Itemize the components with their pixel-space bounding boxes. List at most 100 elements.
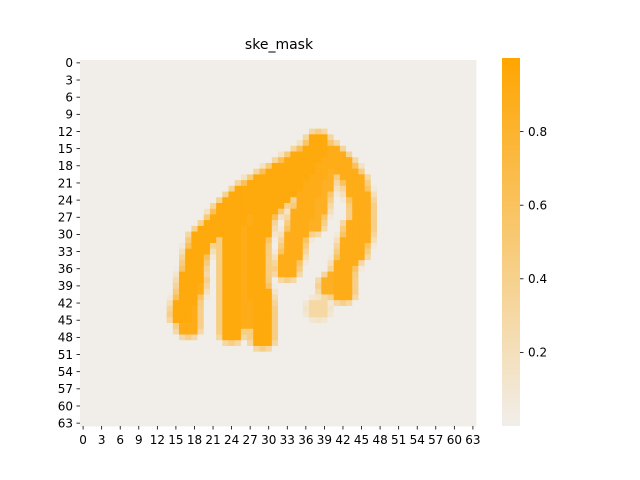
- heatmap-cell: [191, 231, 198, 238]
- heatmap-cell: [191, 328, 198, 335]
- heatmap-cell: [383, 174, 390, 181]
- heatmap-cell: [407, 300, 415, 307]
- heatmap-cell: [364, 202, 372, 210]
- heatmap-cell: [463, 225, 471, 232]
- heatmap-cell: [284, 283, 291, 290]
- heatmap-cell: [315, 162, 322, 170]
- heatmap-cell: [160, 128, 168, 135]
- heatmap-cell: [395, 317, 403, 324]
- heatmap-cell: [179, 408, 186, 415]
- heatmap-cell: [278, 414, 285, 421]
- heatmap-cell: [451, 65, 458, 72]
- heatmap-cell: [358, 420, 366, 427]
- heatmap-cell: [216, 202, 223, 210]
- heatmap-cell: [203, 271, 211, 278]
- heatmap-cell: [247, 368, 254, 375]
- heatmap-cell: [259, 317, 267, 324]
- heatmap-cell: [346, 134, 353, 141]
- heatmap-cell: [420, 77, 427, 84]
- heatmap-cell: [191, 380, 198, 387]
- heatmap-cell: [414, 288, 421, 295]
- heatmap-cell: [160, 208, 168, 215]
- heatmap-cell: [234, 128, 242, 135]
- heatmap-cell: [110, 300, 118, 307]
- heatmap-cell: [315, 323, 322, 330]
- heatmap-cell: [110, 254, 118, 261]
- heatmap-cell: [172, 77, 180, 84]
- heatmap-cell: [370, 88, 378, 95]
- heatmap-cell: [247, 202, 254, 210]
- heatmap-cell: [469, 225, 477, 232]
- heatmap-cell: [123, 157, 130, 164]
- heatmap-cell: [172, 185, 180, 192]
- heatmap-cell: [339, 254, 347, 261]
- heatmap-cell: [438, 328, 446, 335]
- heatmap-cell: [389, 122, 396, 130]
- heatmap-cell: [92, 185, 99, 192]
- x-tick-label: 6: [116, 433, 124, 447]
- heatmap-cell: [148, 220, 155, 227]
- heatmap-cell: [253, 128, 260, 135]
- heatmap-cell: [401, 105, 409, 112]
- heatmap-cell: [352, 157, 359, 164]
- heatmap-cell: [339, 334, 347, 341]
- heatmap-cell: [179, 340, 186, 347]
- heatmap-cell: [80, 88, 87, 95]
- heatmap-cell: [445, 323, 452, 330]
- heatmap-cell: [259, 300, 267, 307]
- heatmap-cell: [296, 94, 304, 101]
- heatmap-cell: [222, 391, 229, 398]
- heatmap-cell: [129, 323, 137, 330]
- heatmap-cell: [98, 180, 106, 187]
- heatmap-cell: [123, 300, 130, 307]
- heatmap-cell: [327, 305, 335, 313]
- heatmap-cell: [191, 397, 198, 404]
- heatmap-cell: [333, 300, 341, 307]
- heatmap-cell: [321, 174, 328, 181]
- heatmap-cell: [389, 300, 396, 307]
- heatmap-cell: [426, 288, 434, 295]
- heatmap-cell: [110, 162, 118, 170]
- heatmap-cell: [377, 317, 384, 324]
- heatmap-cell: [426, 231, 434, 238]
- heatmap-cell: [135, 363, 143, 370]
- heatmap-cell: [327, 300, 335, 307]
- heatmap-cell: [389, 174, 396, 181]
- heatmap-cell: [247, 185, 254, 192]
- heatmap-cell: [432, 311, 440, 318]
- y-tick-label: 15: [58, 142, 73, 156]
- heatmap-cell: [141, 60, 149, 67]
- heatmap-cell: [209, 94, 217, 101]
- heatmap-cell: [377, 117, 384, 124]
- heatmap-cell: [240, 414, 248, 421]
- heatmap-cell: [98, 328, 106, 335]
- heatmap-cell: [339, 248, 347, 255]
- heatmap-cell: [80, 374, 87, 381]
- heatmap-cell: [135, 391, 143, 398]
- heatmap-cell: [395, 220, 403, 227]
- heatmap-cell: [216, 328, 223, 335]
- heatmap-cell: [389, 397, 396, 404]
- heatmap-cell: [104, 134, 112, 141]
- heatmap-cell: [346, 357, 353, 364]
- heatmap-cell: [259, 323, 267, 330]
- heatmap-cell: [370, 128, 378, 135]
- heatmap-cell: [259, 288, 267, 295]
- heatmap-cell: [445, 380, 452, 387]
- heatmap-cell: [197, 180, 205, 187]
- heatmap-cell: [426, 157, 434, 164]
- heatmap-cell: [296, 208, 304, 215]
- heatmap-cell: [240, 408, 248, 415]
- heatmap-cell: [247, 111, 254, 118]
- heatmap-cell: [172, 65, 180, 72]
- heatmap-cell: [86, 363, 93, 370]
- heatmap-cell: [308, 77, 316, 84]
- heatmap-cell: [172, 374, 180, 381]
- heatmap-cell: [339, 202, 347, 210]
- heatmap-cell: [308, 357, 316, 364]
- heatmap-cell: [395, 225, 403, 232]
- heatmap-cell: [160, 288, 168, 295]
- heatmap-cell: [346, 185, 353, 192]
- heatmap-cell: [339, 77, 347, 84]
- heatmap-cell: [308, 300, 316, 307]
